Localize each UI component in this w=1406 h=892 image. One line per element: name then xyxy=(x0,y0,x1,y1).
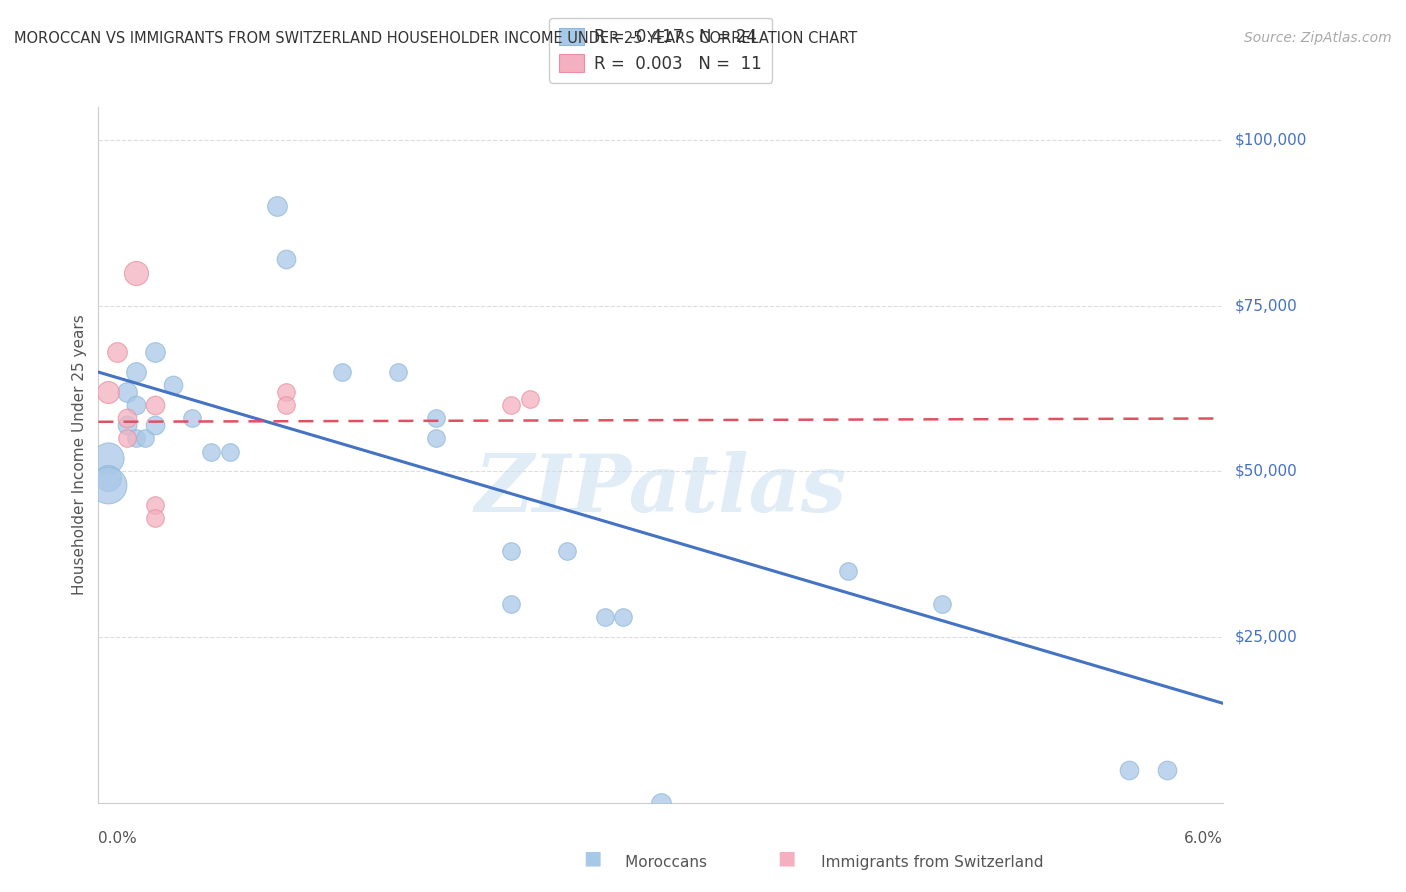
Point xyxy=(612,610,634,624)
Point xyxy=(425,431,447,445)
Point xyxy=(931,597,953,611)
Point xyxy=(134,431,156,445)
Point xyxy=(115,418,138,433)
Point xyxy=(143,498,166,512)
Point xyxy=(125,431,148,445)
Text: ■: ■ xyxy=(583,848,602,867)
Point xyxy=(115,411,138,425)
Text: Moroccans: Moroccans xyxy=(591,855,707,870)
Point xyxy=(499,398,522,412)
Text: ■: ■ xyxy=(778,848,796,867)
Point xyxy=(218,444,240,458)
Point xyxy=(125,365,148,379)
Point xyxy=(97,477,120,491)
Point xyxy=(97,471,120,485)
Point xyxy=(837,564,859,578)
Point xyxy=(650,796,672,810)
Text: ZIPatlas: ZIPatlas xyxy=(475,451,846,528)
Text: 6.0%: 6.0% xyxy=(1184,830,1223,846)
Point xyxy=(143,418,166,433)
Point xyxy=(97,451,120,466)
Text: $50,000: $50,000 xyxy=(1234,464,1298,479)
Point xyxy=(593,610,616,624)
Point xyxy=(274,384,297,399)
Text: $100,000: $100,000 xyxy=(1234,133,1306,148)
Y-axis label: Householder Income Under 25 years: Householder Income Under 25 years xyxy=(72,315,87,595)
Point xyxy=(162,378,184,392)
Text: $25,000: $25,000 xyxy=(1234,630,1298,645)
Text: $75,000: $75,000 xyxy=(1234,298,1298,313)
Point xyxy=(1118,763,1140,777)
Point xyxy=(519,392,541,406)
Point xyxy=(105,345,128,359)
Point xyxy=(555,544,578,558)
Point xyxy=(499,597,522,611)
Point xyxy=(1156,763,1178,777)
Point xyxy=(266,199,288,213)
Point xyxy=(499,544,522,558)
Text: Source: ZipAtlas.com: Source: ZipAtlas.com xyxy=(1244,31,1392,45)
Point xyxy=(115,431,138,445)
Text: MOROCCAN VS IMMIGRANTS FROM SWITZERLAND HOUSEHOLDER INCOME UNDER 25 YEARS CORREL: MOROCCAN VS IMMIGRANTS FROM SWITZERLAND … xyxy=(14,31,858,46)
Text: 0.0%: 0.0% xyxy=(98,830,138,846)
Point xyxy=(125,398,148,412)
Point xyxy=(143,511,166,525)
Point xyxy=(181,411,204,425)
Point xyxy=(143,398,166,412)
Point xyxy=(115,384,138,399)
Point xyxy=(274,398,297,412)
Point xyxy=(274,252,297,267)
Point xyxy=(143,345,166,359)
Text: Immigrants from Switzerland: Immigrants from Switzerland xyxy=(787,855,1043,870)
Legend: R = -0.417   N = 24, R =  0.003   N =  11: R = -0.417 N = 24, R = 0.003 N = 11 xyxy=(550,18,772,83)
Point xyxy=(387,365,409,379)
Point xyxy=(125,266,148,280)
Point xyxy=(97,384,120,399)
Point xyxy=(425,411,447,425)
Point xyxy=(200,444,222,458)
Point xyxy=(330,365,353,379)
